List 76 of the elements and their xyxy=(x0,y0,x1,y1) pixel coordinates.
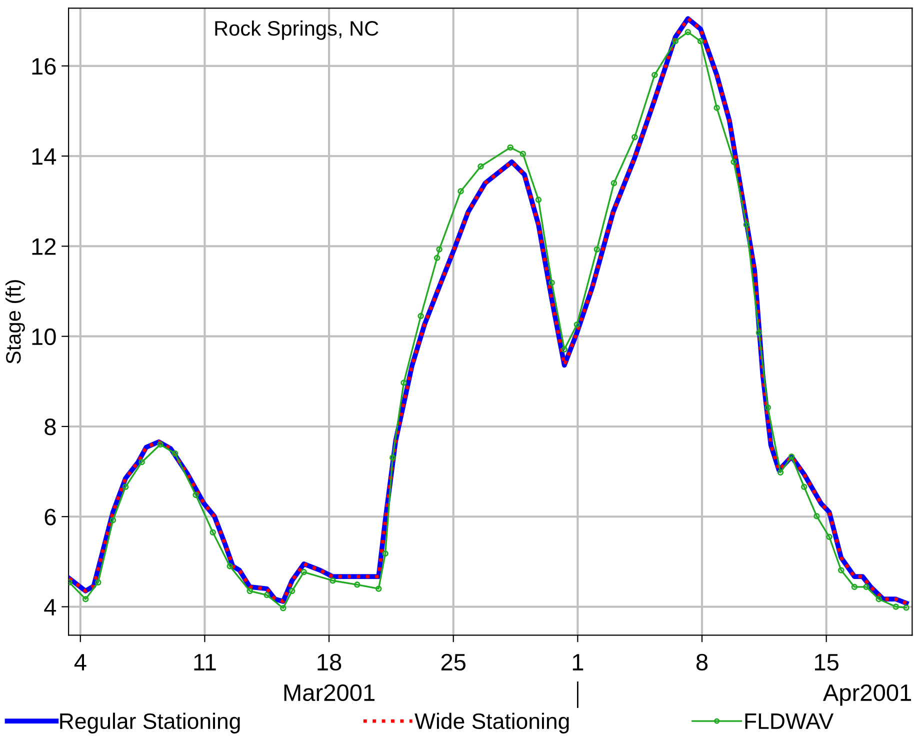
text: Apr2001 xyxy=(822,684,912,706)
point xyxy=(172,450,178,457)
point xyxy=(714,104,720,111)
point xyxy=(95,579,102,586)
point xyxy=(535,196,542,203)
legend-label: FLDWAV xyxy=(745,714,834,729)
point xyxy=(838,567,844,574)
point xyxy=(375,586,382,592)
point xyxy=(288,588,296,594)
point xyxy=(743,221,750,228)
y-tick-label: 16 xyxy=(32,58,56,75)
y-tick-label: 14 xyxy=(32,148,56,165)
point xyxy=(730,158,737,166)
point xyxy=(264,592,270,598)
point xyxy=(574,322,580,328)
point xyxy=(903,604,910,611)
y-tick-label: 6 xyxy=(44,508,56,526)
point xyxy=(764,404,771,411)
point xyxy=(851,584,858,590)
point xyxy=(652,72,658,78)
x-tick-label: 11 xyxy=(194,654,216,670)
y-tick-label: 12 xyxy=(32,238,56,255)
point xyxy=(157,441,164,448)
point xyxy=(226,563,233,570)
point xyxy=(192,492,199,498)
point xyxy=(280,604,286,612)
point xyxy=(400,380,407,386)
point xyxy=(110,517,116,524)
point xyxy=(354,582,360,588)
point xyxy=(684,29,692,36)
point xyxy=(210,529,216,536)
legend-label: Regular Stationing xyxy=(60,712,240,734)
point xyxy=(777,469,784,476)
y-tick-label: 10 xyxy=(32,328,56,346)
point xyxy=(520,150,526,157)
x-tick-label: 4 xyxy=(74,654,86,670)
x-tick-label: 18 xyxy=(318,654,342,671)
point xyxy=(756,330,762,336)
point xyxy=(138,458,145,466)
point xyxy=(548,280,555,286)
point xyxy=(561,346,568,353)
point xyxy=(814,513,820,520)
point xyxy=(507,144,514,151)
point xyxy=(300,568,307,576)
point xyxy=(788,454,795,460)
x-tick-label: 15 xyxy=(815,654,838,671)
text: Rock Springs, NC xyxy=(215,20,378,40)
point xyxy=(610,180,618,186)
point xyxy=(826,534,832,540)
point xyxy=(122,484,129,490)
y-tick-label: 4 xyxy=(44,599,56,616)
point xyxy=(892,604,900,610)
point xyxy=(697,38,704,44)
point xyxy=(801,484,808,490)
point xyxy=(863,584,870,590)
point xyxy=(876,596,882,602)
point xyxy=(436,246,442,252)
y-axis-title: Stage (ft) xyxy=(6,280,25,364)
point xyxy=(390,454,396,461)
text: Mar2001 xyxy=(284,684,374,702)
x-tick-label: 1 xyxy=(572,654,584,670)
point xyxy=(594,246,600,252)
point xyxy=(478,163,484,170)
x-tick-label: 25 xyxy=(441,654,466,671)
legend-label: Wide Stationing xyxy=(414,712,569,734)
point xyxy=(434,254,440,262)
point xyxy=(418,312,424,320)
y-tick-label: 8 xyxy=(44,418,56,436)
point xyxy=(632,134,638,140)
point xyxy=(458,188,464,194)
x-tick-label: 8 xyxy=(696,654,708,671)
point xyxy=(382,550,388,557)
point xyxy=(246,588,253,594)
point xyxy=(330,577,336,584)
point xyxy=(82,596,89,602)
point xyxy=(672,38,678,44)
